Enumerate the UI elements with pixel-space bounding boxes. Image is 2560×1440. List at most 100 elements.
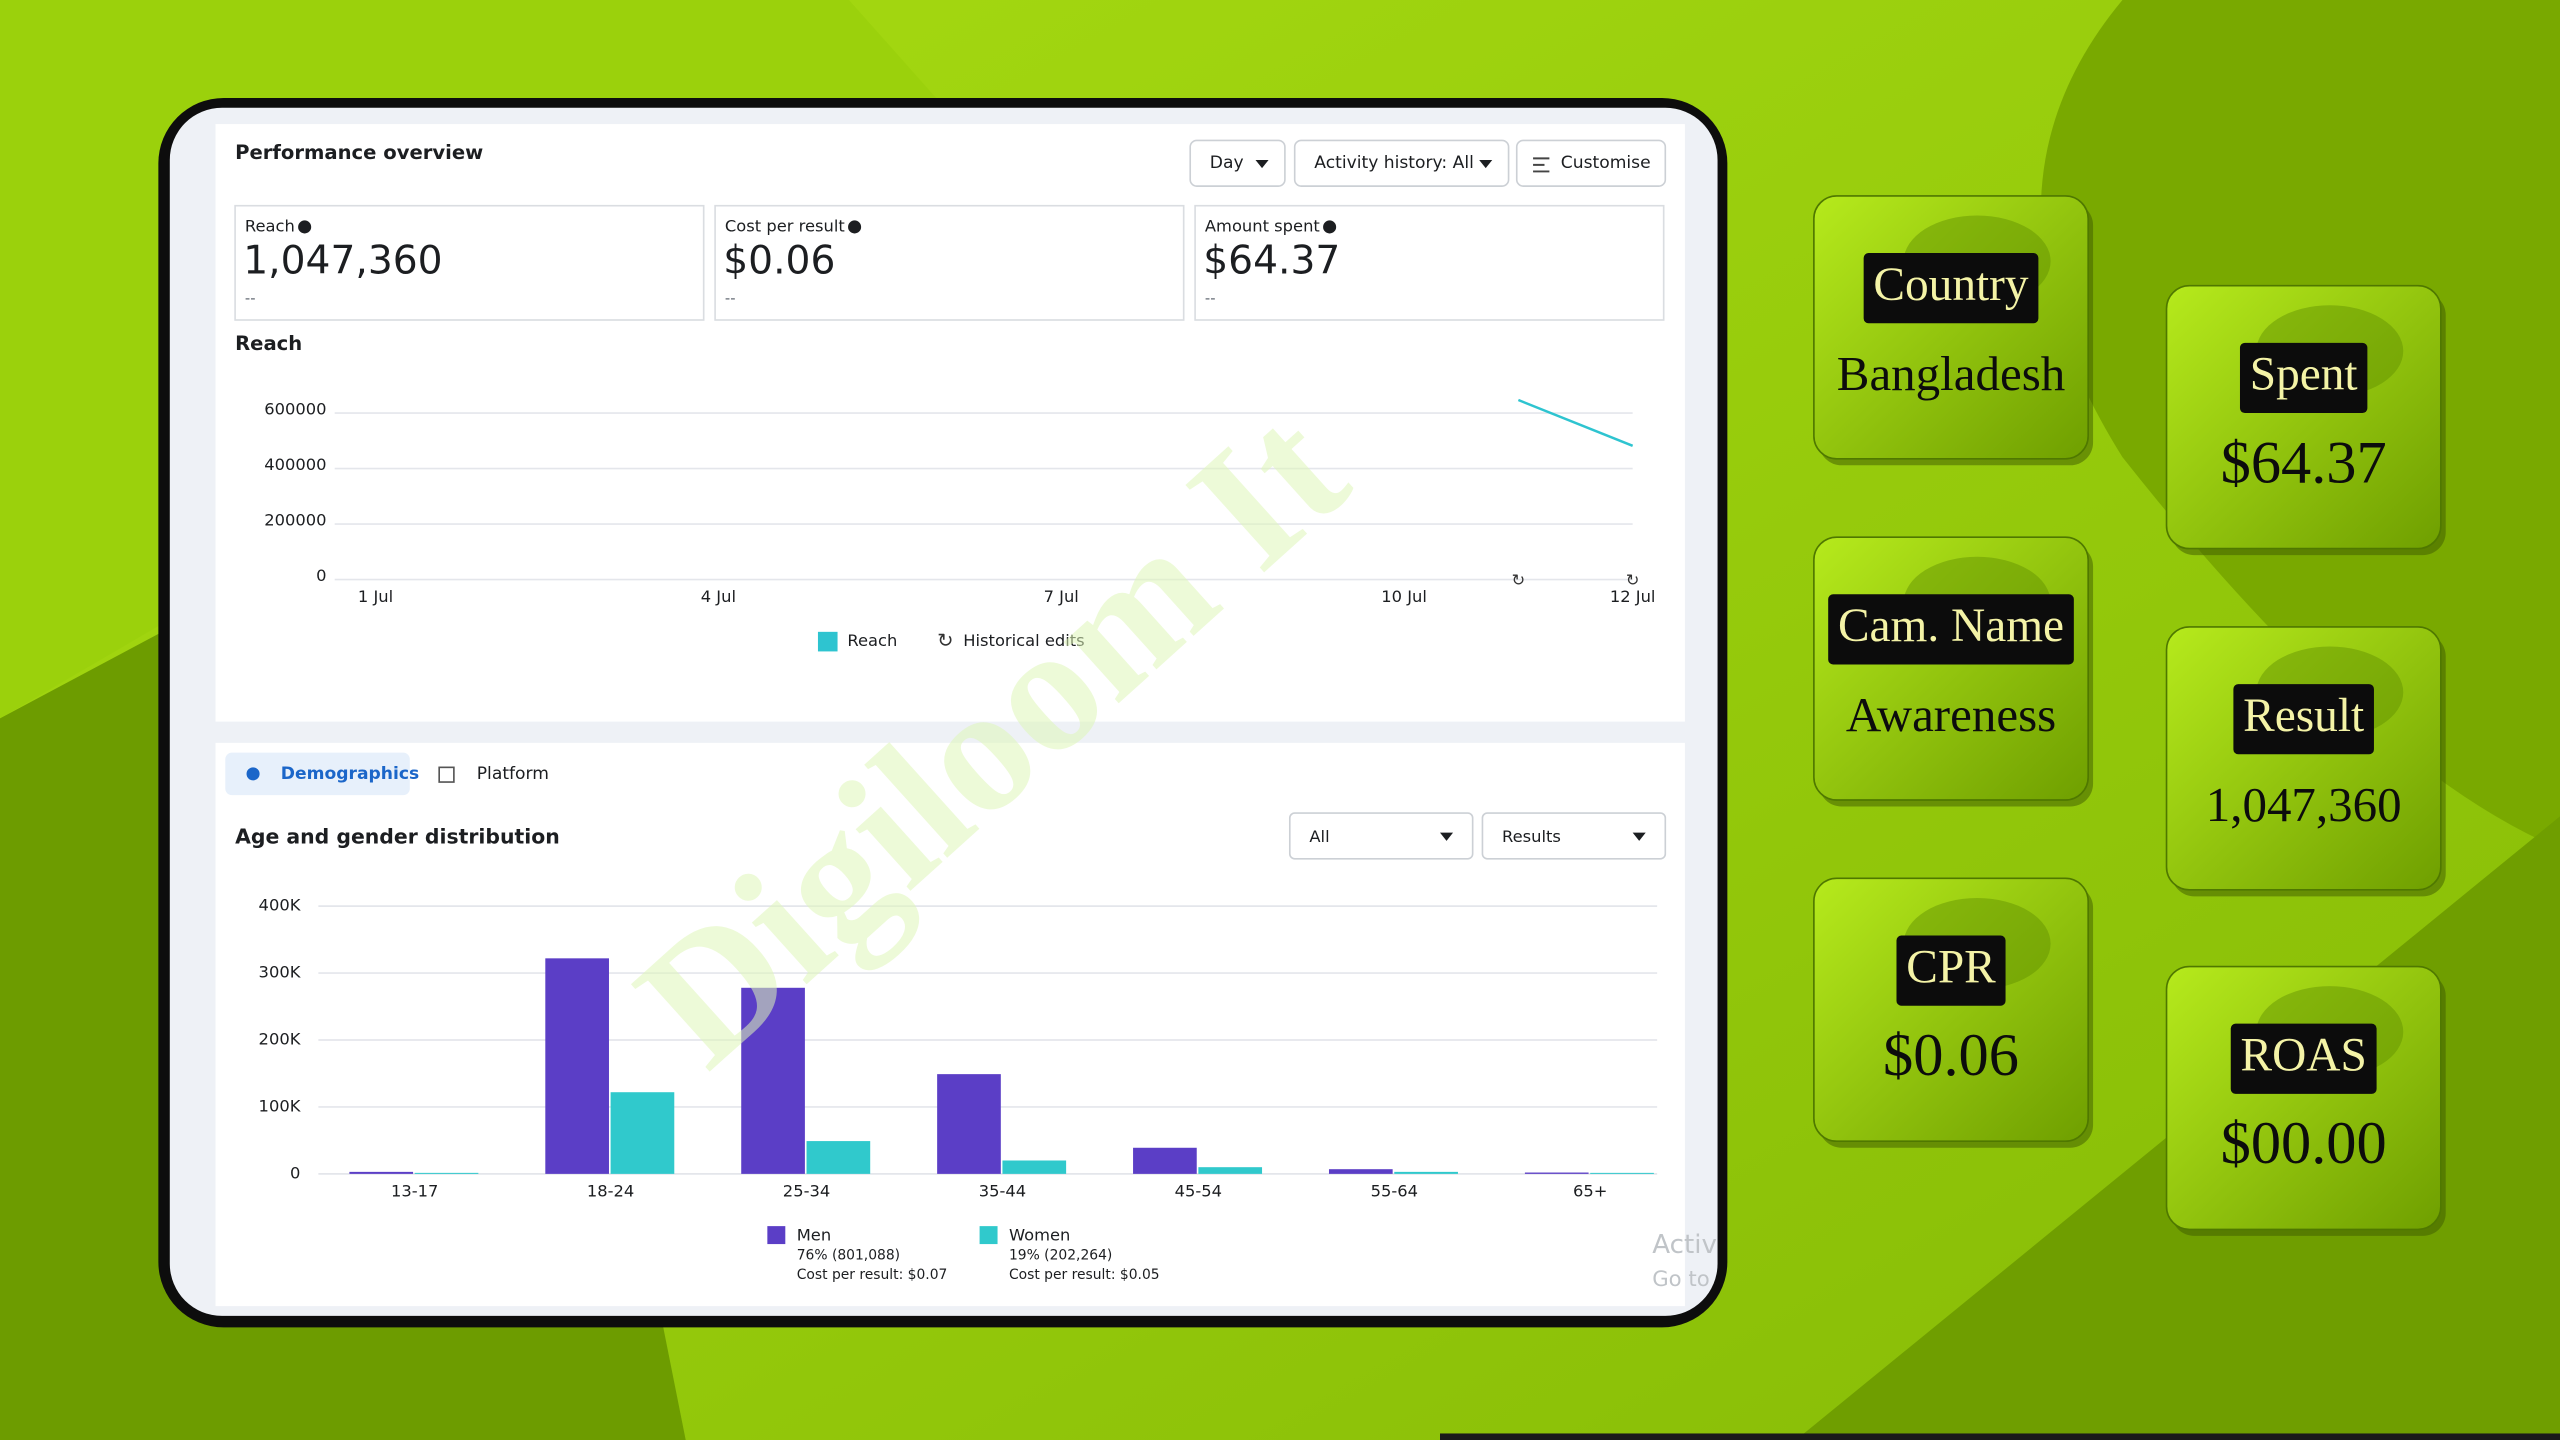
metric-box	[714, 204, 1185, 321]
button[interactable]	[1189, 139, 1286, 187]
card-value: $0.06	[1883, 1022, 2019, 1089]
y-tick-label: 0	[316, 566, 326, 585]
platform-icon	[438, 766, 455, 783]
x-tick-label: 7 Jul	[1044, 587, 1079, 606]
bar	[937, 1074, 1001, 1174]
bar	[1198, 1167, 1263, 1174]
legend-share: 19% (202,264)	[1009, 1248, 1112, 1264]
dropdown-arrow	[1440, 832, 1454, 841]
bar	[1590, 1172, 1654, 1174]
card-label: Cam. Name	[1838, 600, 2064, 652]
y-tick-label: 0	[290, 1163, 300, 1182]
card-label: ROAS	[2241, 1029, 2367, 1081]
dropdown[interactable]	[1288, 812, 1474, 860]
y-tick-label: 300K	[259, 963, 302, 982]
metric-label: Reach	[245, 216, 295, 235]
card-label-bg	[2239, 342, 2368, 414]
chart-title: Age and gender distribution	[235, 825, 560, 849]
legend-share: 76% (801,088)	[797, 1248, 900, 1264]
bar	[1133, 1147, 1197, 1174]
dropdown-label: Results	[1502, 827, 1561, 846]
bar	[414, 1172, 479, 1174]
bar	[1002, 1160, 1067, 1174]
legend-swatch	[817, 631, 838, 652]
card-label-bg	[2230, 1023, 2377, 1094]
dropdown-label: All	[1309, 827, 1329, 846]
bottom-bar	[1440, 1433, 2560, 1440]
bar	[741, 987, 805, 1174]
legend-label: Historical edits	[963, 631, 1084, 650]
x-tick-label: 4 Jul	[701, 587, 736, 606]
x-tick-label: 35-44	[979, 1181, 1026, 1200]
bar	[545, 958, 609, 1174]
tab-active[interactable]	[225, 752, 410, 796]
x-tick-label: 13-17	[391, 1181, 438, 1200]
x-tick-label: 10 Jul	[1381, 587, 1427, 606]
dropdown-arrow	[1255, 160, 1269, 169]
x-tick-label: 55-64	[1371, 1181, 1418, 1200]
card-label: Result	[2243, 690, 2364, 742]
card-value: $64.37	[2221, 429, 2387, 496]
legend-label: Women	[1009, 1225, 1070, 1244]
bar	[1524, 1172, 1589, 1174]
x-tick-label: 1 Jul	[358, 587, 393, 606]
legend-label: Men	[797, 1225, 831, 1244]
edit-icon: ↻	[1626, 571, 1640, 590]
section-title: Performance overview	[235, 141, 483, 164]
dropdown-arrow	[1479, 160, 1493, 169]
card-label: CPR	[1906, 941, 1996, 993]
activation-text: Go to	[1652, 1267, 1709, 1292]
metric-box	[1194, 204, 1665, 321]
legend-label: Reach	[847, 631, 897, 650]
y-tick-label: 600000	[264, 399, 326, 418]
edit-icon: ↻	[937, 629, 953, 652]
card-value: Awareness	[1846, 687, 2056, 742]
metric-sub: --	[725, 290, 736, 307]
card	[1813, 877, 2089, 1143]
y-tick-label: 400K	[259, 896, 302, 915]
bar	[806, 1141, 871, 1174]
button[interactable]	[1515, 139, 1667, 187]
metric-value: $0.06	[723, 238, 835, 283]
metric-value: $64.37	[1203, 238, 1340, 283]
card-label-bg	[1896, 935, 2006, 1006]
card-label-bg	[2233, 684, 2374, 755]
chart-title: Reach	[235, 332, 302, 355]
dropdown[interactable]	[1481, 812, 1667, 860]
x-tick-label: 25-34	[783, 1181, 830, 1200]
metric-sub: --	[245, 290, 256, 307]
y-tick-label: 200K	[259, 1030, 302, 1049]
tab: Demographics	[281, 764, 419, 784]
y-tick-label: 100K	[259, 1096, 302, 1115]
x-tick-label: 65+	[1573, 1181, 1607, 1200]
card-value: $00.00	[2221, 1110, 2387, 1177]
button[interactable]	[1293, 139, 1510, 187]
card-value: 1,047,360	[2206, 777, 2402, 832]
metric-box	[234, 204, 705, 321]
legend-swatch	[767, 1226, 786, 1245]
metric-sub: --	[1205, 290, 1216, 307]
bar	[610, 1092, 675, 1174]
card-label-bg	[1863, 253, 2039, 324]
card-label: Spent	[2250, 349, 2358, 401]
activation-text: Activ	[1652, 1230, 1717, 1260]
bar	[349, 1171, 414, 1174]
x-tick-label: 18-24	[587, 1181, 634, 1200]
legend-cost: Cost per result: $0.07	[797, 1267, 948, 1283]
legend-cost: Cost per result: $0.05	[1009, 1267, 1160, 1283]
people-icon	[246, 767, 260, 781]
x-tick-label: 45-54	[1175, 1181, 1222, 1200]
bar	[1394, 1171, 1458, 1174]
metric-label: Cost per result	[725, 216, 845, 235]
card-label: Country	[1873, 259, 2028, 311]
bar	[1328, 1169, 1393, 1174]
metric-value: 1,047,360	[243, 238, 442, 283]
legend-swatch	[979, 1226, 998, 1245]
edit-icon: ↻	[1512, 571, 1526, 590]
button-label: Activity history: All	[1314, 153, 1474, 173]
y-tick-label: 200000	[264, 510, 326, 529]
button-label: Day	[1210, 153, 1244, 173]
card-label-bg	[1828, 594, 2074, 665]
